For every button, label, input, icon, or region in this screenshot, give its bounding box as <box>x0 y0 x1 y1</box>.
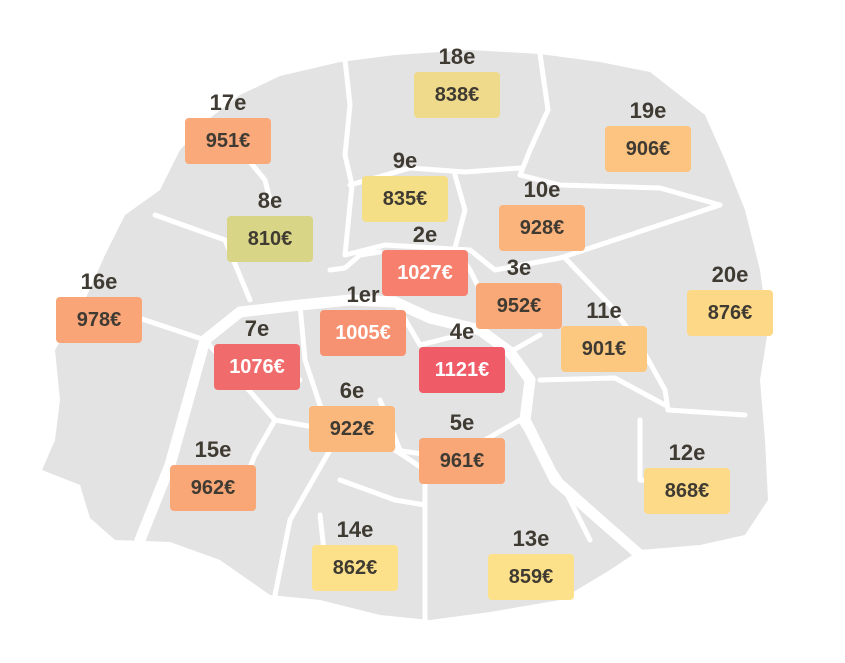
arrondissement-name: 20e <box>711 262 749 287</box>
arrondissement-name: 18e <box>438 44 476 69</box>
price-badge: 838€ <box>414 72 500 118</box>
price-badge: 922€ <box>309 406 395 452</box>
price-badge: 961€ <box>419 438 505 484</box>
price-badge: 835€ <box>362 176 448 222</box>
arrondissement-name: 6e <box>339 378 365 403</box>
arrondissement-name: 8e <box>257 188 283 213</box>
price-badge: 951€ <box>185 118 271 164</box>
price-badge: 906€ <box>605 126 691 172</box>
price-badge: 962€ <box>170 465 256 511</box>
arrondissement-name: 11e <box>586 298 622 323</box>
arrondissement-name: 17e <box>209 90 247 115</box>
price-badge: 876€ <box>687 290 773 336</box>
price-badge: 1076€ <box>214 344 300 390</box>
price-badge: 1027€ <box>382 250 468 296</box>
price-badge: 862€ <box>312 545 398 591</box>
arrondissement-name: 19e <box>629 98 667 123</box>
arrondissement-name: 1er <box>346 282 380 307</box>
price-badge: 1005€ <box>320 310 406 356</box>
arrondissement-name: 7e <box>244 316 270 341</box>
arrondissement-name: 12e <box>668 440 706 465</box>
price-badge: 901€ <box>561 326 647 372</box>
arrondissement-name: 5e <box>449 410 475 435</box>
price-badge: 859€ <box>488 554 574 600</box>
arrondissement-name: 3e <box>506 255 532 280</box>
price-badge: 1121€ <box>419 347 505 393</box>
price-badge: 978€ <box>56 297 142 343</box>
arrondissement-name: 15e <box>194 437 232 462</box>
price-badge: 928€ <box>499 205 585 251</box>
price-badge: 952€ <box>476 283 562 329</box>
arrondissement-name: 9e <box>392 148 418 173</box>
price-badge: 810€ <box>227 216 313 262</box>
arrondissement-name: 13e <box>512 526 550 551</box>
price-badge: 868€ <box>644 468 730 514</box>
arrondissement-name: 2e <box>412 222 438 247</box>
arrondissement-name: 16e <box>80 269 118 294</box>
arrondissement-name: 14e <box>336 517 374 542</box>
arrondissement-name: 10e <box>523 177 561 202</box>
arrondissement-name: 4e <box>449 319 475 344</box>
